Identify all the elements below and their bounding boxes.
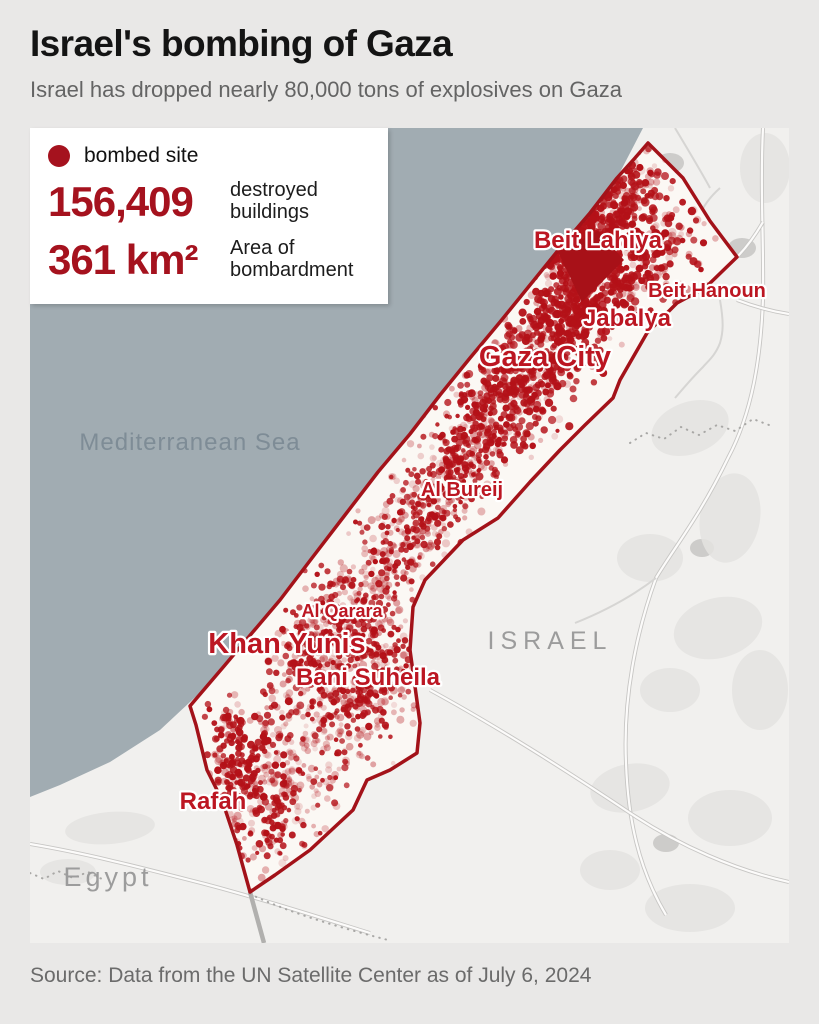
veg-patch [580,850,640,890]
veg-patch [651,399,729,457]
page-title: Israel's bombing of Gaza [30,23,453,64]
road [736,221,764,258]
city-label: Al Qarara [301,601,383,621]
veg-patch [699,473,761,563]
dotted-boundary [249,893,389,941]
stat-label-line: buildings [230,201,309,223]
city-label: Al Bureij [421,479,503,501]
gaza-bombing-map: Mediterranean Sea ISRAEL Egypt Beit Lahiya B… [30,128,789,943]
map-labels: Mediterranean Sea ISRAEL Egypt Beit Lahiya B… [63,225,768,892]
veg-patch [688,790,772,846]
gaza-strip-border [188,141,739,894]
stat-destroyed-buildings: 156,409 destroyed buildings [48,178,370,226]
terrain-patches [40,133,789,932]
roads [30,128,789,943]
city-label: Rafah [180,788,247,815]
dotted-boundary [30,869,105,881]
header: Israel's bombing of Gaza Israel has drop… [30,23,789,103]
stat-label-line: destroyed [230,179,318,202]
stat-label-line: bombardment [230,259,354,281]
city-label: Jabalya [583,305,672,332]
map: Mediterranean Sea ISRAEL Egypt Beit Lahiya B… [30,128,789,943]
border-road [247,891,267,943]
veg-patch [65,811,155,845]
legend-marker-label: bombed site [84,144,199,167]
stat-bombardment-area: 361 km² Area of bombardment [48,236,370,284]
minor-road [674,128,711,189]
stat-bombardment-area-label: Area of bombardment [230,238,353,281]
bombed-site-dots [195,143,736,892]
region-label: ISRAEL [488,627,613,655]
map-legend: bombed site 156,409 destroyed buildings … [30,128,388,304]
city-label: Khan Yunis [208,628,365,660]
veg-patch [740,133,789,203]
road [30,842,371,935]
stat-bombardment-area-value: 361 km² [48,236,198,283]
bombed-site-marker-icon [48,145,70,167]
veg-patch [732,650,788,730]
region-label: Egypt [63,862,152,892]
road [429,689,789,884]
minor-road [674,299,724,399]
solid-destruction-patch [558,231,624,302]
stat-destroyed-buildings-label: destroyed buildings [230,180,318,223]
veg-patch [617,534,683,582]
road [736,298,789,316]
road [624,128,765,916]
veg-patch [640,668,700,712]
city-label: Beit Lahiya [534,227,663,254]
stat-destroyed-buildings-value: 156,409 [48,178,194,225]
sea-label: Mediterranean Sea [79,429,300,456]
minor-road [574,577,657,624]
veg-patch [645,884,735,932]
stat-label-line: Area of [230,237,295,260]
dotted-boundary [629,417,770,444]
page-subtitle: Israel has dropped nearly 80,000 tons of… [30,76,622,102]
city-label: Gaza City [479,341,611,373]
city-label: Beit Hanoun [648,280,766,302]
source-note: Source: Data from the UN Satellite Cente… [30,964,592,987]
city-label: Bani Suheila [296,664,441,691]
veg-patch [673,596,763,660]
legend-marker-row: bombed site [48,144,370,168]
veg-patch [40,859,96,885]
